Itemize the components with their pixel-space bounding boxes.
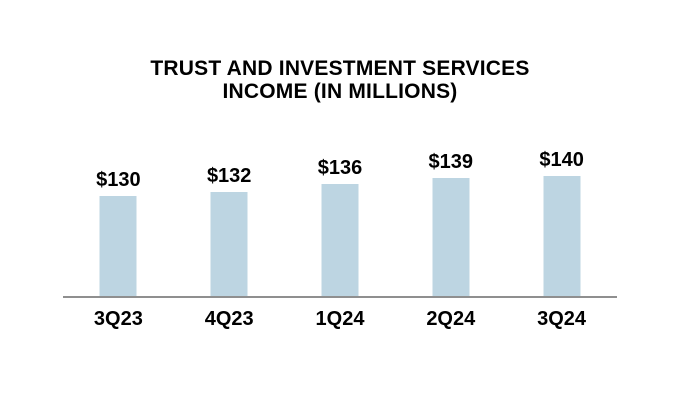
bar-slot: $130: [63, 0, 174, 296]
bar-slot: $139: [395, 0, 506, 296]
bar-value-label: $136: [317, 157, 363, 179]
chart-title-line-2: INCOME (IN MILLIONS): [222, 80, 458, 103]
bar: [321, 184, 359, 296]
bars-container: $130 $132 $136 $139 $140: [63, 0, 617, 296]
bar-slot: $136: [285, 0, 396, 296]
bar: [543, 176, 581, 296]
bar: [210, 192, 248, 296]
category-labels: 3Q23 4Q23 1Q24 2Q24 3Q24: [63, 307, 617, 331]
bar: [99, 196, 137, 296]
bar-value-label: $130: [96, 169, 141, 191]
bar-slot: $132: [174, 0, 285, 296]
category-label: 3Q24: [537, 308, 587, 330]
chart-title-line-1: TRUST AND INVESTMENT SERVICES: [150, 57, 530, 80]
category-label: 3Q23: [93, 308, 143, 330]
category-label: 4Q23: [204, 308, 254, 330]
x-axis-line: [63, 296, 617, 298]
bar-value-label: $139: [428, 151, 474, 173]
chart-title: TRUST AND INVESTMENT SERVICES INCOME (IN…: [0, 57, 680, 103]
category-label: 2Q24: [426, 308, 476, 330]
bar-value-label: $132: [206, 165, 252, 187]
bar: [432, 178, 470, 296]
bar-value-label: $140: [539, 149, 584, 171]
category-label: 1Q24: [315, 308, 365, 330]
bar-slot: $140: [506, 0, 617, 296]
